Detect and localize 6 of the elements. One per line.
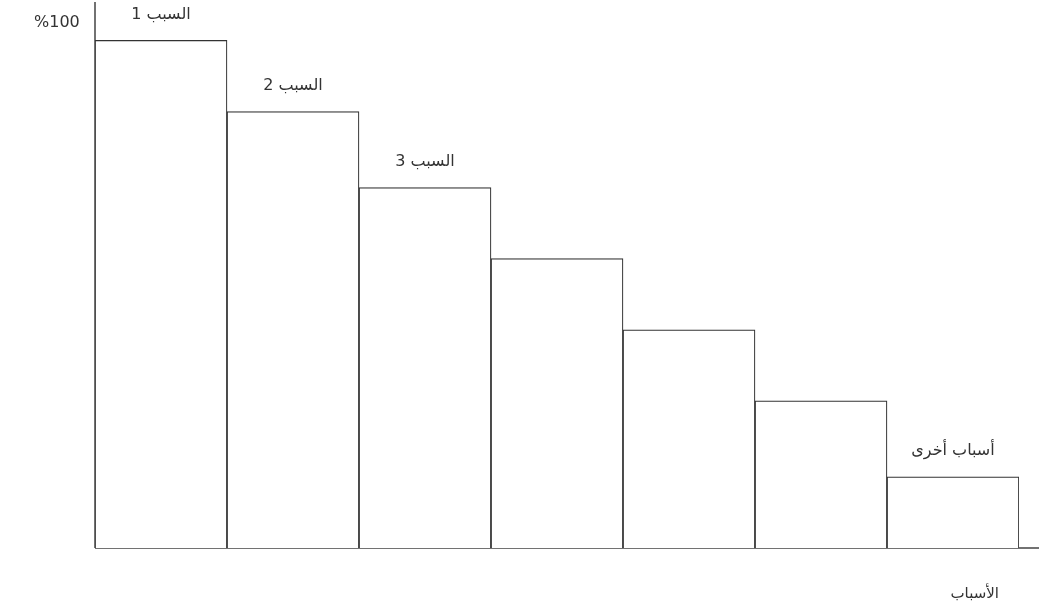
x-tick-label: السبب 3 — [395, 150, 455, 170]
x-tick-label: السبب 1 — [131, 3, 191, 23]
x-axis-title: الأسباب — [950, 584, 999, 602]
text: %100 — [34, 12, 80, 31]
x-tick-label: أسباب أخرى — [911, 439, 995, 461]
x-tick-label: السبب 2 — [263, 74, 323, 94]
